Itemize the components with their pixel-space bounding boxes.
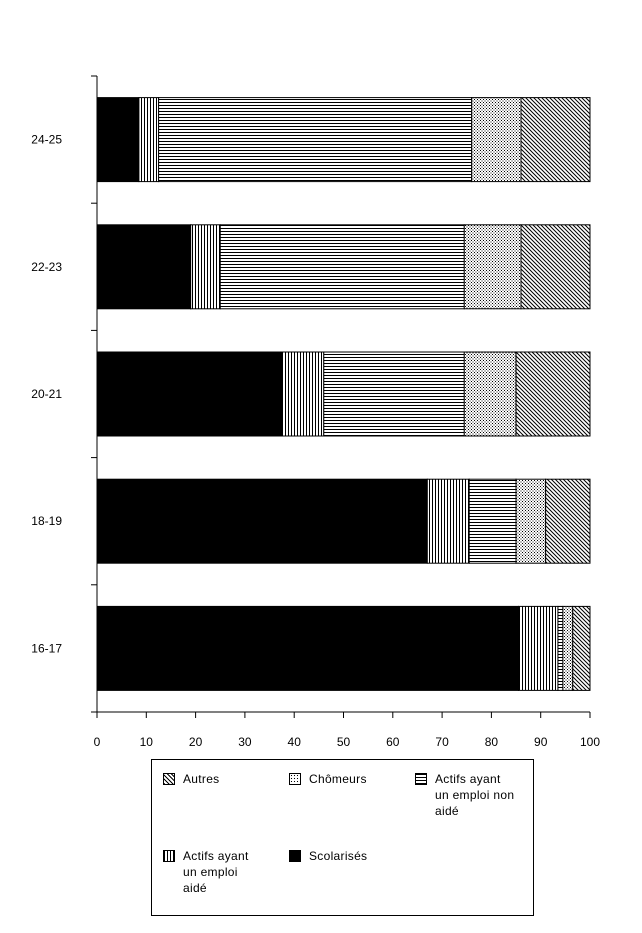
bar-segment-22-23-1 xyxy=(190,224,221,310)
bar-segment-22-23-0 xyxy=(96,224,192,310)
legend-label: Actifs ayant un emploi aidé xyxy=(183,848,249,896)
x-tick-label: 20 xyxy=(189,735,203,749)
legend-label-line: aidé xyxy=(183,881,207,895)
x-tick-label: 10 xyxy=(140,735,154,749)
legend-label-line: Autres xyxy=(183,772,220,786)
bar-segment-18-19-3 xyxy=(515,478,547,564)
bar-segment-18-19-2 xyxy=(468,478,517,564)
legend-label-line: Actifs ayant xyxy=(435,772,501,786)
bar-segment-20-21-3 xyxy=(463,351,517,437)
bar-segment-16-17-3 xyxy=(562,605,574,691)
y-tick-label: 24-25 xyxy=(31,133,62,147)
legend-label: Chômeurs xyxy=(309,771,367,787)
x-tick-label: 70 xyxy=(435,735,449,749)
legend-label: Scolarisés xyxy=(309,848,367,864)
legend-label: Actifs ayant un emploi non aidé xyxy=(435,771,514,819)
x-tick-label: 90 xyxy=(534,735,548,749)
legend-swatch-solid xyxy=(289,850,301,862)
bar-segment-18-19-4 xyxy=(545,478,591,564)
bar-segment-24-25-3 xyxy=(471,97,522,183)
bar-segment-18-19-0 xyxy=(96,478,428,564)
bar-segment-24-25-1 xyxy=(138,97,160,183)
legend-swatch-diagonal xyxy=(163,773,175,785)
legend-label-line: un emploi non xyxy=(435,788,515,802)
legend-item: Autres xyxy=(163,771,219,787)
bar-segment-20-21-2 xyxy=(323,351,465,437)
bar-segment-22-23-2 xyxy=(219,224,465,310)
bar-segment-24-25-4 xyxy=(520,97,591,183)
bar-segment-22-23-4 xyxy=(520,224,591,310)
bar-segment-16-17-0 xyxy=(96,605,520,691)
legend-label-line: Scolarisés xyxy=(309,849,368,863)
y-tick-label: 18-19 xyxy=(31,514,62,528)
bar-segment-24-25-0 xyxy=(96,97,140,183)
legend-item: Chômeurs xyxy=(289,771,367,787)
bar-segment-20-21-4 xyxy=(515,351,591,437)
legend-label-line: un emploi xyxy=(183,865,238,879)
legend-swatch-vertical xyxy=(163,850,175,862)
legend-item: Scolarisés xyxy=(289,848,367,864)
bar-segment-16-17-1 xyxy=(518,605,559,691)
legend-label-line: Actifs ayant xyxy=(183,849,249,863)
x-tick-label: 0 xyxy=(94,735,101,749)
legend-swatch-horizontal xyxy=(415,773,427,785)
bar-segment-18-19-1 xyxy=(426,478,470,564)
legend: Autres Chômeurs Actifs ayant un emploi non a… xyxy=(151,759,534,916)
bar-segment-24-25-2 xyxy=(158,97,473,183)
bars-group xyxy=(96,97,591,691)
y-tick-label: 22-23 xyxy=(31,260,62,274)
bar-segment-20-21-0 xyxy=(96,351,283,437)
legend-label: Autres xyxy=(183,771,219,787)
legend-item: Actifs ayant un emploi non aidé xyxy=(415,771,514,819)
legend-swatch-dots xyxy=(289,773,301,785)
legend-item: Actifs ayant un emploi aidé xyxy=(163,848,249,896)
x-tick-label: 40 xyxy=(288,735,302,749)
y-tick-label: 16-17 xyxy=(31,641,62,655)
bar-segment-16-17-2 xyxy=(557,605,564,691)
x-tick-label: 80 xyxy=(485,735,499,749)
x-tick-label: 60 xyxy=(386,735,400,749)
bar-segment-16-17-4 xyxy=(572,605,591,691)
legend-label-line: Chômeurs xyxy=(309,772,367,786)
y-tick-label: 20-21 xyxy=(31,387,62,401)
bar-segment-22-23-3 xyxy=(463,224,522,310)
bar-segment-20-21-1 xyxy=(281,351,325,437)
x-tick-label: 50 xyxy=(337,735,351,749)
axes-group: 16-17 18-19 20-21 22-23 24-25 0 10 20 30 40 50 60 70… xyxy=(31,75,600,749)
legend-label-line: aidé xyxy=(435,804,459,818)
x-tick-label: 100 xyxy=(580,735,600,749)
x-tick-label: 30 xyxy=(238,735,252,749)
